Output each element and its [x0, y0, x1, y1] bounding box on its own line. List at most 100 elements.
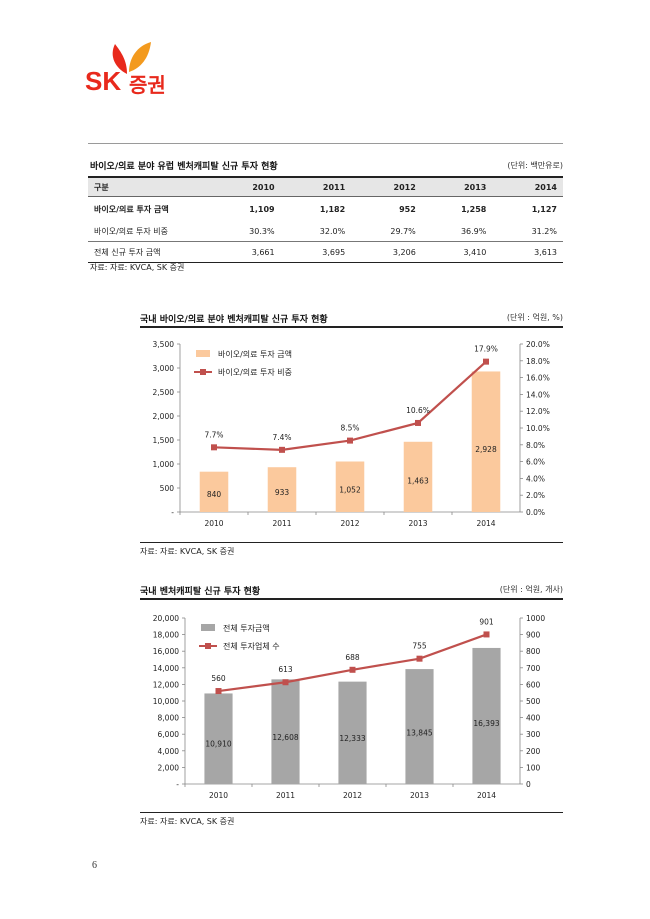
chart1-bottom-rule — [140, 542, 563, 543]
x-tick-label: 2014 — [477, 791, 496, 800]
table-header-row: 구분 2010 2011 2012 2013 2014 — [88, 177, 563, 197]
y2-tick-label: 2.0% — [526, 491, 545, 500]
table-header-cell: 2013 — [464, 182, 487, 192]
table-cell: 3,206 — [351, 241, 422, 263]
y-tick-label: 2,500 — [153, 388, 175, 397]
bar — [403, 441, 433, 512]
y2-tick-label: 200 — [526, 747, 541, 756]
table-row: 전체 신규 투자 금액 3,661 3,695 3,206 3,410 3,61… — [88, 241, 563, 263]
x-tick-label: 2013 — [408, 519, 427, 528]
line-value-label: 8.5% — [340, 424, 359, 433]
chart2-svg: - 2,000 4,000 6,000 8,000 10,000 12,000 14,000 1… — [153, 614, 546, 800]
bar-value-label: 933 — [275, 488, 290, 497]
table-cell: 1,127 — [531, 204, 557, 214]
bar — [471, 371, 501, 512]
table-cell: 1,182 — [319, 204, 346, 214]
chart2-top-rule — [140, 598, 563, 600]
y-tick-label: - — [176, 780, 179, 789]
y-tick-label: 8,000 — [158, 714, 180, 723]
bar — [405, 669, 434, 784]
table-cell: 3,410 — [421, 241, 493, 263]
table-cell: 3,613 — [492, 241, 563, 263]
table-cell: 3,695 — [280, 241, 352, 263]
y2-tick-label: 300 — [526, 730, 541, 739]
bar — [267, 467, 297, 512]
y2-tick-label: 16.0% — [526, 374, 550, 383]
y2-tick-label: 100 — [526, 763, 541, 772]
line-point — [282, 679, 289, 686]
line-point — [349, 666, 356, 673]
bar-value-label: 10,910 — [205, 739, 231, 748]
logo-name: 증권 — [129, 73, 166, 97]
table-cell: 1,109 — [249, 204, 275, 214]
line-point — [483, 358, 489, 365]
bar — [199, 471, 229, 512]
line-value-label: 10.6% — [406, 406, 430, 415]
bar — [472, 647, 501, 784]
chart1-source: 자료: 자료: KVCA, SK 증권 — [140, 547, 235, 556]
y2-tick-label: 4.0% — [526, 474, 545, 483]
bar-value-label: 13,845 — [406, 728, 432, 737]
line-point — [279, 446, 285, 453]
y-tick-label: 500 — [160, 484, 175, 493]
table-title: 바이오/의료 분야 유럽 벤처캐피탈 신규 투자 현황 — [90, 162, 278, 172]
page-number: 6 — [92, 860, 97, 871]
y2-tick-label: 6.0% — [526, 458, 545, 467]
y2-tick-label: 0 — [526, 780, 531, 789]
line-point — [347, 437, 353, 444]
x-tick-label: 2011 — [272, 519, 291, 528]
legend-bar-label: 전체 투자금액 — [223, 623, 270, 633]
line-value-label: 560 — [211, 674, 226, 683]
legend-line-label: 전체 투자업체 수 — [223, 641, 280, 651]
bar — [338, 681, 367, 784]
chart2-bottom-rule — [140, 812, 563, 813]
y-tick-label: 1,000 — [153, 460, 175, 469]
legend-line-marker — [200, 369, 206, 375]
chart1-title: 국내 바이오/의료 분야 벤처캐피탈 신규 투자 현황 — [140, 315, 328, 325]
y2-tick-label: 12.0% — [526, 407, 550, 416]
y-tick-label: - — [171, 508, 174, 517]
table-header-cell: 2010 — [252, 182, 275, 192]
line-point — [415, 419, 421, 426]
table-header-cell: 2014 — [534, 182, 557, 192]
y-tick-label: 12,000 — [153, 680, 179, 689]
y-tick-label: 6,000 — [158, 730, 180, 739]
y-tick-label: 18,000 — [153, 631, 179, 640]
chart2-source: 자료: 자료: KVCA, SK 증권 — [140, 817, 235, 826]
table-cell: 3,661 — [210, 241, 281, 263]
x-tick-label: 2012 — [340, 519, 359, 528]
x-tick-label: 2012 — [343, 791, 362, 800]
y-tick-label: 3,000 — [153, 364, 175, 373]
table-cell: 1,258 — [461, 204, 487, 214]
line-point — [211, 444, 217, 451]
y-tick-label: 16,000 — [153, 647, 179, 656]
x-tick-label: 2010 — [204, 519, 223, 528]
line-value-label: 7.4% — [272, 433, 291, 442]
legend-line-marker — [205, 643, 211, 649]
y-tick-label: 14,000 — [153, 664, 179, 673]
chart1-top-rule — [140, 326, 563, 328]
y2-tick-label: 18.0% — [526, 357, 550, 366]
chart1-svg: - 500 1,000 1,500 2,000 2,500 3,000 3,500 0.0% 2.… — [153, 340, 550, 528]
row-label: 바이오/의료 투자 비중 — [88, 221, 210, 242]
line-value-label: 613 — [278, 665, 293, 674]
table-row: 바이오/의료 투자 비중 30.3% 32.0% 29.7% 36.9% 31.… — [88, 221, 563, 242]
line-value-label: 755 — [412, 642, 427, 651]
y-tick-label: 1,500 — [153, 436, 175, 445]
y2-tick-label: 14.0% — [526, 390, 550, 399]
sk-securities-logo: SK 증권 — [85, 38, 195, 100]
header-divider — [88, 143, 563, 144]
table-unit: (단위: 백만유로) — [507, 161, 563, 170]
bar — [271, 679, 300, 784]
table-cell: 952 — [399, 204, 416, 214]
y2-tick-label: 900 — [526, 631, 541, 640]
row-label: 전체 신규 투자 금액 — [88, 241, 210, 263]
y-tick-label: 4,000 — [158, 747, 180, 756]
bar — [335, 461, 365, 512]
line-point — [483, 631, 490, 638]
y2-tick-label: 1000 — [526, 614, 545, 623]
line-value-label: 7.7% — [204, 430, 223, 439]
butterfly-logo-icon — [112, 42, 151, 74]
table-source: 자료: 자료: KVCA, SK 증권 — [90, 263, 185, 272]
line-value-label: 901 — [479, 617, 494, 626]
